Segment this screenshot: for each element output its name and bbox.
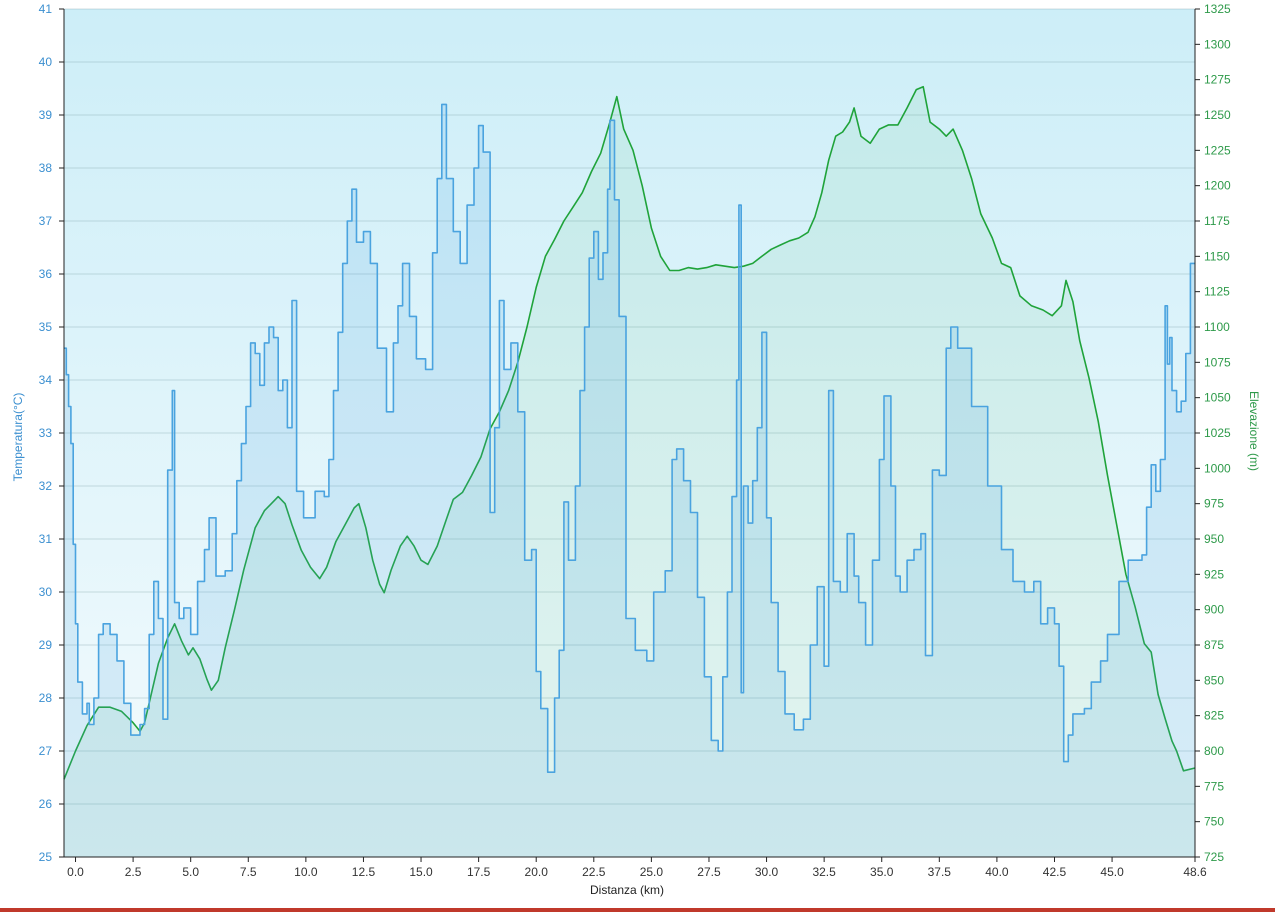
x-tick-label: 17.5 — [467, 865, 491, 879]
x-tick-label: 30.0 — [755, 865, 779, 879]
y-right-tick-label: 925 — [1204, 567, 1224, 581]
y-right-tick-label: 800 — [1204, 744, 1224, 758]
y-right-tick-label: 1250 — [1204, 108, 1231, 122]
y-left-tick-label: 31 — [39, 532, 53, 546]
y-right-tick-label: 1175 — [1204, 214, 1230, 228]
x-tick-label: 37.5 — [928, 865, 952, 879]
x-tick-label: 48.6 — [1183, 865, 1207, 879]
x-tick-label: 2.5 — [125, 865, 142, 879]
x-tick-label: 32.5 — [812, 865, 836, 879]
y-right-tick-label: 900 — [1204, 603, 1224, 617]
elevation-series-line — [63, 85, 1196, 780]
y-left-tick-label: 41 — [39, 2, 53, 16]
y-right-tick-label: 1300 — [1204, 37, 1231, 51]
y-right-tick-label: 975 — [1204, 497, 1224, 511]
x-tick-label: 45.0 — [1100, 865, 1124, 879]
y-right-tick-label: 850 — [1204, 673, 1224, 687]
y-right-tick-label: 1075 — [1204, 355, 1231, 369]
x-tick-label: 7.5 — [240, 865, 257, 879]
x-tick-label: 40.0 — [985, 865, 1009, 879]
y-right-tick-label: 775 — [1204, 779, 1224, 793]
y-right-tick-label: 1000 — [1204, 461, 1231, 475]
right-axis-ticks: 725 750 775 800 825 850 875 900 925 950 975 1000 102… — [1195, 2, 1231, 864]
x-tick-label: 12.5 — [352, 865, 376, 879]
series-layer — [63, 85, 1196, 857]
y-left-tick-label: 33 — [39, 426, 53, 440]
x-tick-label: 42.5 — [1043, 865, 1067, 879]
x-tick-label: 15.0 — [409, 865, 433, 879]
y-right-tick-label: 1150 — [1204, 249, 1230, 263]
y-right-tick-label: 1100 — [1204, 320, 1230, 334]
y-right-tick-label: 1325 — [1204, 2, 1231, 16]
y-right-tick-label: 1125 — [1204, 285, 1230, 299]
y-left-tick-label: 39 — [39, 108, 53, 122]
grid — [64, 8, 1195, 858]
y-left-tick-label: 34 — [39, 373, 53, 387]
y-left-tick-label: 25 — [39, 850, 53, 864]
left-axis-ticks: 25 26 27 28 29 30 31 32 33 34 35 36 37 38 39 40 41 — [39, 2, 64, 864]
y-right-tick-label: 875 — [1204, 638, 1224, 652]
y-left-tick-label: 27 — [39, 744, 53, 758]
y-left-tick-label: 37 — [39, 214, 53, 228]
temperature-series-line — [64, 103, 1195, 773]
x-tick-label: 5.0 — [182, 865, 199, 879]
y-right-tick-label: 1200 — [1204, 179, 1231, 193]
y-left-axis-title: Temperatura(°C) — [11, 393, 25, 482]
y-left-tick-label: 35 — [39, 320, 53, 334]
y-left-tick-label: 36 — [39, 267, 53, 281]
x-tick-label: 0.0 — [67, 865, 84, 879]
bottom-rule — [0, 908, 1275, 912]
y-left-tick-label: 26 — [39, 797, 53, 811]
y-right-tick-label: 725 — [1204, 850, 1224, 864]
y-left-tick-label: 38 — [39, 161, 53, 175]
x-tick-label: 27.5 — [697, 865, 721, 879]
x-tick-label: 10.0 — [294, 865, 318, 879]
y-left-tick-label: 32 — [39, 479, 53, 493]
y-right-tick-label: 825 — [1204, 709, 1224, 723]
y-right-tick-label: 950 — [1204, 532, 1224, 546]
y-left-tick-label: 28 — [39, 691, 53, 705]
y-left-tick-label: 30 — [39, 585, 53, 599]
y-right-tick-label: 1025 — [1204, 426, 1231, 440]
temperature-series-area — [64, 104, 1195, 857]
x-tick-label: 20.0 — [525, 865, 549, 879]
x-tick-label: 22.5 — [582, 865, 606, 879]
x-axis-ticks: 0.0 2.5 5.0 7.5 10.0 12.5 15.0 17.5 20.0 22.5 25.0… — [67, 857, 1207, 879]
y-right-tick-label: 1225 — [1204, 143, 1231, 157]
x-tick-label: 25.0 — [640, 865, 664, 879]
x-tick-label: 35.0 — [870, 865, 894, 879]
elevation-series-area — [64, 86, 1195, 857]
y-left-tick-label: 29 — [39, 638, 53, 652]
y-right-tick-label: 1275 — [1204, 73, 1231, 87]
x-axis-title: Distanza (km) — [590, 883, 664, 897]
y-left-tick-label: 40 — [39, 55, 53, 69]
y-right-axis-title: Elevazione (m) — [1247, 391, 1261, 471]
y-right-tick-label: 1050 — [1204, 391, 1231, 405]
y-right-tick-label: 750 — [1204, 815, 1224, 829]
